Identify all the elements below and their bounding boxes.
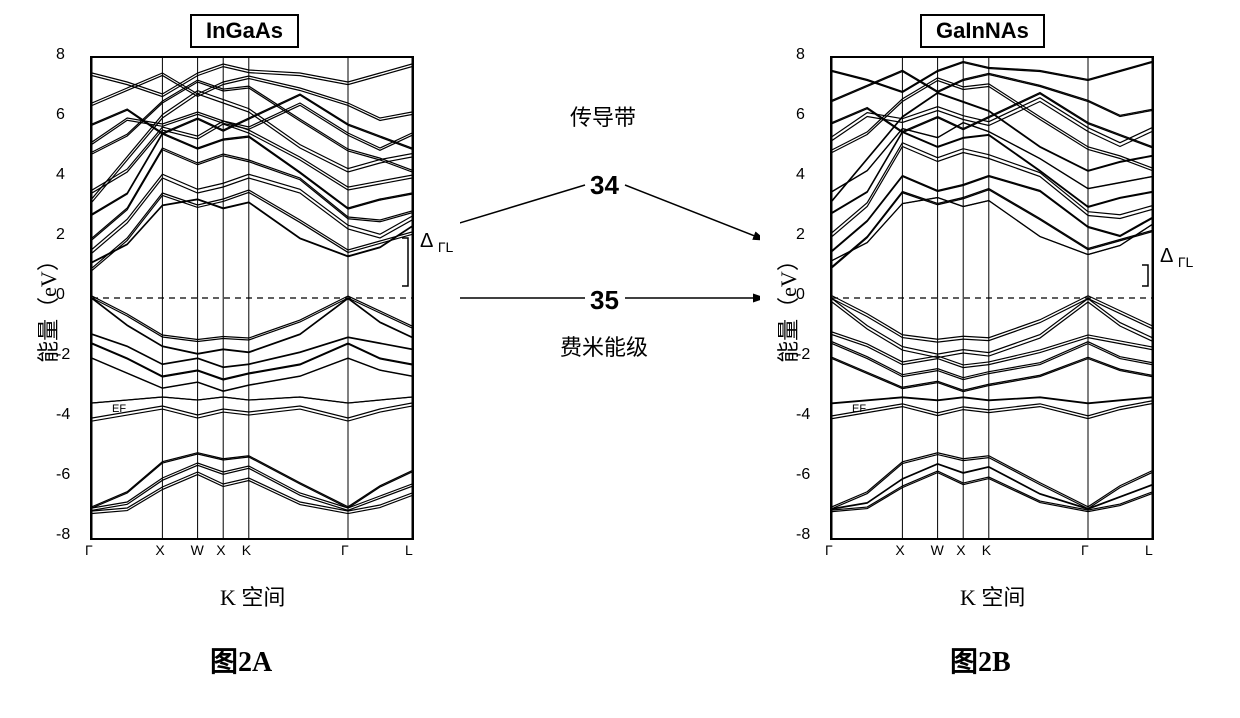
xtick: W bbox=[191, 542, 204, 558]
ytick: -6 bbox=[796, 466, 824, 484]
ytick: 6 bbox=[56, 106, 84, 124]
caption-left: 图2A bbox=[210, 640, 272, 680]
title-right: GaInNAs bbox=[920, 14, 1045, 48]
ytick: 8 bbox=[56, 46, 84, 64]
delta-sub: ΓL bbox=[438, 239, 454, 255]
plot-left: EF bbox=[90, 56, 414, 540]
xlabel-left: K 空间 bbox=[220, 580, 285, 612]
ytick: -4 bbox=[796, 406, 824, 424]
ytick: 0 bbox=[796, 286, 824, 304]
xtick: X bbox=[956, 542, 965, 558]
ef-label-left: EF bbox=[112, 403, 126, 415]
xtick: L bbox=[1145, 542, 1153, 558]
xtick: K bbox=[242, 542, 251, 558]
ytick: 8 bbox=[796, 46, 824, 64]
center-labels: 传导带 34 35 费米能级 bbox=[460, 20, 760, 698]
ytick: 4 bbox=[796, 166, 824, 184]
xlabel-right: K 空间 bbox=[960, 580, 1025, 612]
ytick: -8 bbox=[56, 526, 84, 544]
bands-svg-right bbox=[832, 58, 1152, 538]
ytick: 6 bbox=[796, 106, 824, 124]
ef-label-right: EF bbox=[852, 403, 866, 415]
delta-sub-r: ΓL bbox=[1178, 254, 1194, 270]
delta-right: Δ ΓL bbox=[1160, 245, 1193, 270]
arrow-34-left bbox=[460, 185, 585, 235]
delta-left: Δ ΓL bbox=[420, 230, 453, 255]
delta-symbol: Δ bbox=[420, 230, 432, 252]
xtick: W bbox=[931, 542, 944, 558]
ytick: 4 bbox=[56, 166, 84, 184]
title-left: InGaAs bbox=[190, 14, 299, 48]
xtick: L bbox=[405, 542, 413, 558]
xtick: X bbox=[895, 542, 904, 558]
bands-svg-left bbox=[92, 58, 412, 538]
delta-symbol-r: Δ bbox=[1160, 245, 1172, 267]
ytick: -6 bbox=[56, 466, 84, 484]
ytick: -8 bbox=[796, 526, 824, 544]
xtick: Γ bbox=[825, 542, 833, 558]
xtick: Γ bbox=[1081, 542, 1089, 558]
ytick: 2 bbox=[796, 226, 824, 244]
xtick: K bbox=[982, 542, 991, 558]
xtick: Γ bbox=[85, 542, 93, 558]
center-arrows-svg bbox=[460, 20, 760, 520]
ytick: -2 bbox=[796, 346, 824, 364]
caption-right: 图2B bbox=[950, 640, 1011, 680]
ytick: -4 bbox=[56, 406, 84, 424]
xtick: Γ bbox=[341, 542, 349, 558]
plot-right: EF bbox=[830, 56, 1154, 540]
panel-left: InGaAs 能量（eV） EF K 空间 图2A Δ ΓL -8-6-4-20… bbox=[20, 20, 460, 698]
figure-container: InGaAs 能量（eV） EF K 空间 图2A Δ ΓL -8-6-4-20… bbox=[20, 20, 1220, 698]
ytick: -2 bbox=[56, 346, 84, 364]
arrow-34-right bbox=[625, 185, 760, 240]
ytick: 0 bbox=[56, 286, 84, 304]
ytick: 2 bbox=[56, 226, 84, 244]
xtick: X bbox=[155, 542, 164, 558]
panel-right: GaInNAs 能量（eV） EF K 空间 图2B Δ ΓL -8-6-4-2… bbox=[760, 20, 1200, 698]
xtick: X bbox=[216, 542, 225, 558]
